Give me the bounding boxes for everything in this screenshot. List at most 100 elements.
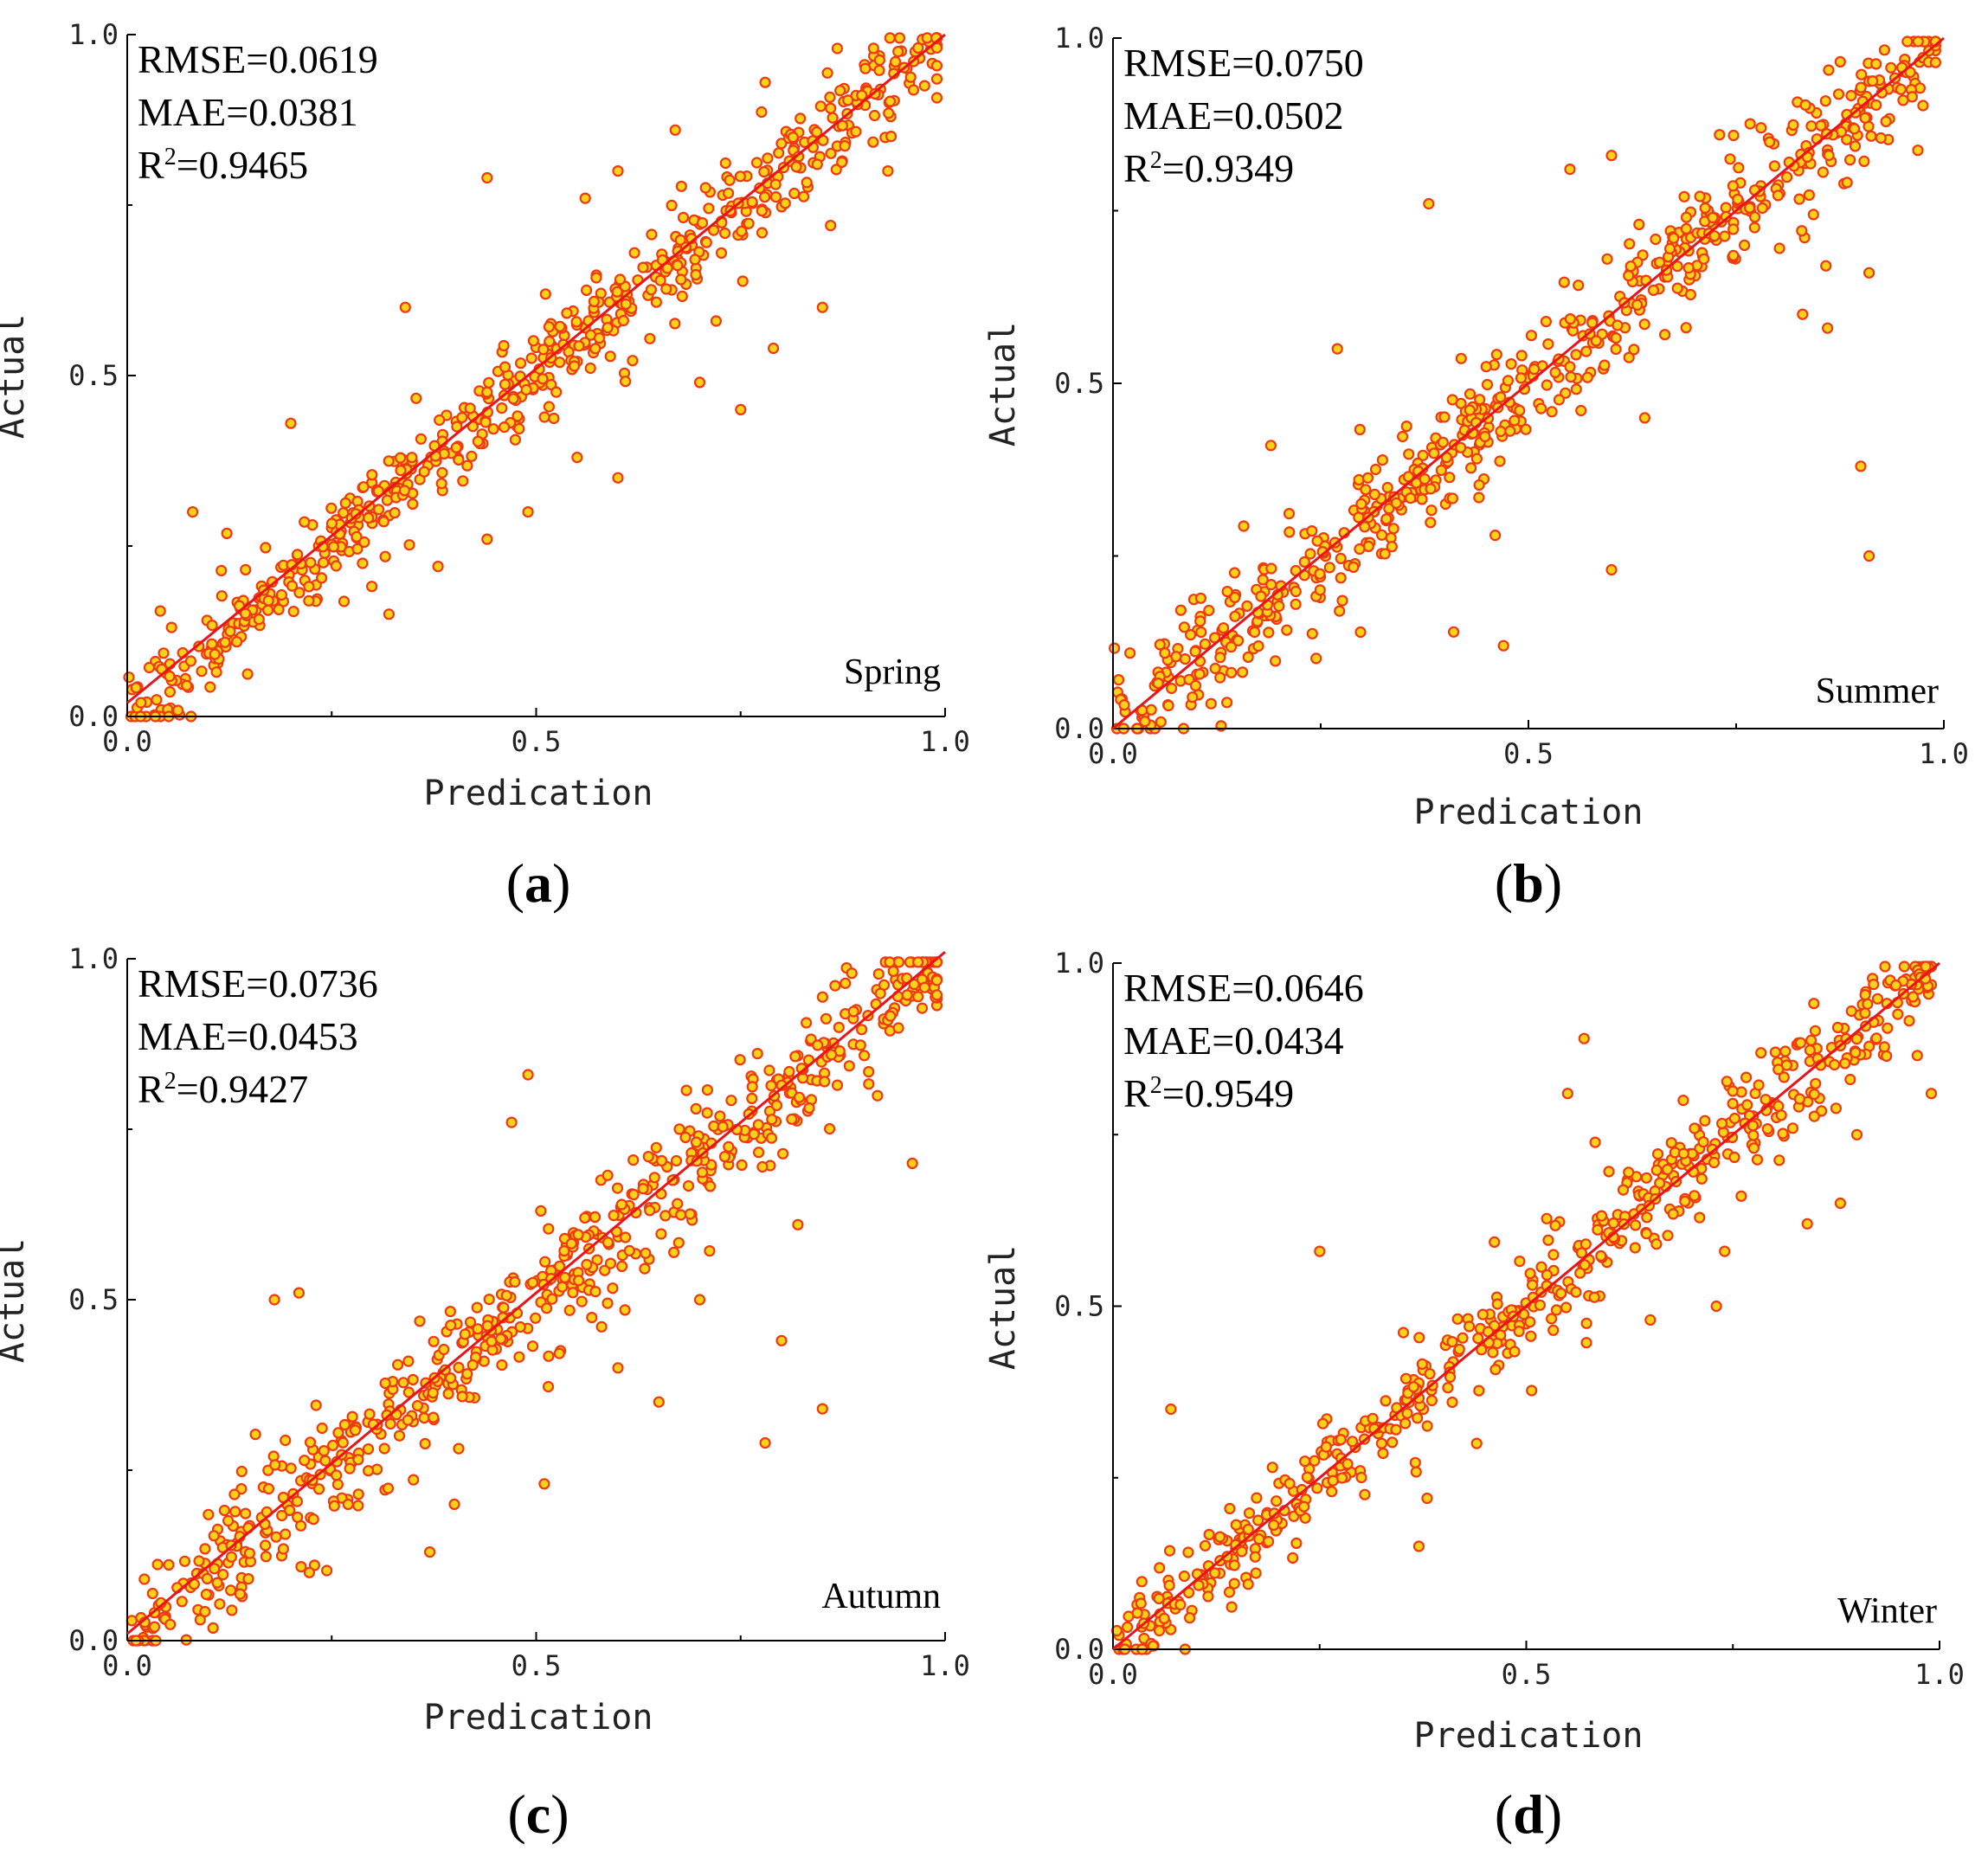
scatter-point (1442, 1382, 1454, 1394)
scatter-point (280, 1528, 292, 1540)
scatter-point (654, 274, 666, 286)
scatter-point (1870, 99, 1882, 112)
scatter-point (1249, 626, 1261, 639)
scatter-point (498, 339, 510, 352)
scatter-point (1549, 1219, 1561, 1231)
scatter-point (1528, 363, 1541, 376)
scatter-point (590, 272, 602, 284)
scatter-point (171, 704, 184, 716)
scatter-point (357, 481, 370, 493)
scatter-point (1855, 460, 1867, 472)
scatter-point (792, 1218, 804, 1230)
scatter-point (1727, 1085, 1739, 1097)
scatter-point (1549, 366, 1561, 378)
scatter-point (1154, 639, 1166, 651)
scatter-point (1912, 35, 1924, 48)
scatter-point (1677, 1147, 1689, 1160)
scatter-point (812, 1039, 824, 1051)
scatter-point (612, 472, 624, 484)
scatter-point (1446, 1396, 1458, 1409)
scatter-point (602, 322, 614, 334)
scatter-point (1273, 600, 1285, 613)
scatter-point (1917, 100, 1929, 112)
scatter-point (1263, 1535, 1275, 1548)
scatter-point (1727, 1097, 1739, 1109)
scatter-point (1446, 492, 1458, 504)
scatter-point (1224, 1502, 1236, 1515)
scatter-point (1719, 230, 1731, 242)
scatter-point (222, 1514, 235, 1527)
scatter-point (1243, 1507, 1256, 1519)
scatter-point (775, 138, 788, 150)
scatter-point (276, 1509, 288, 1522)
scatter-point (505, 1116, 518, 1128)
scatter-point (758, 191, 771, 203)
scatter-point (872, 1089, 884, 1102)
scatter-point (1316, 1417, 1329, 1429)
scatter-point (1189, 679, 1202, 692)
scatter-point (249, 1428, 261, 1441)
scatter-point (448, 1498, 460, 1511)
scatter-point (1375, 1437, 1387, 1449)
scatter-point (1194, 592, 1207, 604)
scatter-point (1779, 1045, 1792, 1057)
scatter-point (1367, 1412, 1379, 1424)
scatter-point (1361, 472, 1374, 484)
scatter-point (366, 581, 378, 593)
scatter-point (211, 1577, 223, 1589)
scatter-point (637, 1183, 649, 1195)
scatter-point (595, 1320, 608, 1333)
scatter-point (734, 1054, 746, 1066)
scatter-point (801, 177, 813, 189)
scatter-point (568, 360, 581, 372)
season-label: Winter (1837, 1591, 1937, 1631)
y-tick-label: 0.0 (1054, 1633, 1104, 1666)
scatter-point (1250, 1567, 1262, 1579)
scatter-point (573, 340, 585, 352)
scatter-point (1797, 308, 1809, 320)
scatter-point (1698, 253, 1710, 265)
scatter-point (331, 1478, 344, 1491)
scatter-point (1624, 260, 1637, 273)
scatter-point (511, 410, 524, 422)
scatter-point (535, 1205, 547, 1217)
scatter-point (704, 1245, 716, 1257)
scatter-point (1865, 130, 1877, 142)
scatter-point (1868, 979, 1880, 991)
scatter-point (1489, 529, 1502, 542)
scatter-point (1287, 1552, 1299, 1564)
scatter-point (130, 682, 142, 694)
scatter-point (273, 603, 285, 616)
season-label: Summer (1816, 671, 1939, 711)
scatter-point (588, 295, 601, 307)
scatter-point (1425, 1394, 1438, 1407)
scatter-point (1671, 282, 1683, 294)
scatter-point (824, 91, 836, 104)
scatter-point (435, 478, 447, 490)
scatter-point (1803, 189, 1816, 201)
scatter-point (1360, 484, 1372, 496)
scatter-point (1651, 1148, 1664, 1160)
scatter-point (639, 1262, 651, 1275)
scatter-point (357, 557, 369, 569)
scatter-point (1284, 1477, 1296, 1490)
scatter-point (756, 227, 769, 239)
scatter-point (1451, 1313, 1464, 1325)
x-tick-label: 1.0 (920, 1649, 970, 1682)
scatter-point (1229, 610, 1241, 622)
scatter-point (1871, 993, 1884, 1005)
scatter-point (1859, 1007, 1871, 1019)
scatter-point (672, 260, 684, 272)
scatter-point (703, 202, 715, 215)
scatter-point (221, 527, 233, 540)
scatter-points (123, 32, 943, 723)
scatter-point (483, 1294, 495, 1306)
scatter-point (628, 247, 640, 259)
scatter-point (1808, 1088, 1820, 1101)
scatter-point (589, 1211, 602, 1223)
scatter-point (1542, 338, 1554, 350)
scatter-point (816, 1403, 828, 1415)
scatter-point (776, 1147, 789, 1160)
scatter-point (701, 1107, 713, 1119)
scatter-point (1435, 464, 1447, 477)
